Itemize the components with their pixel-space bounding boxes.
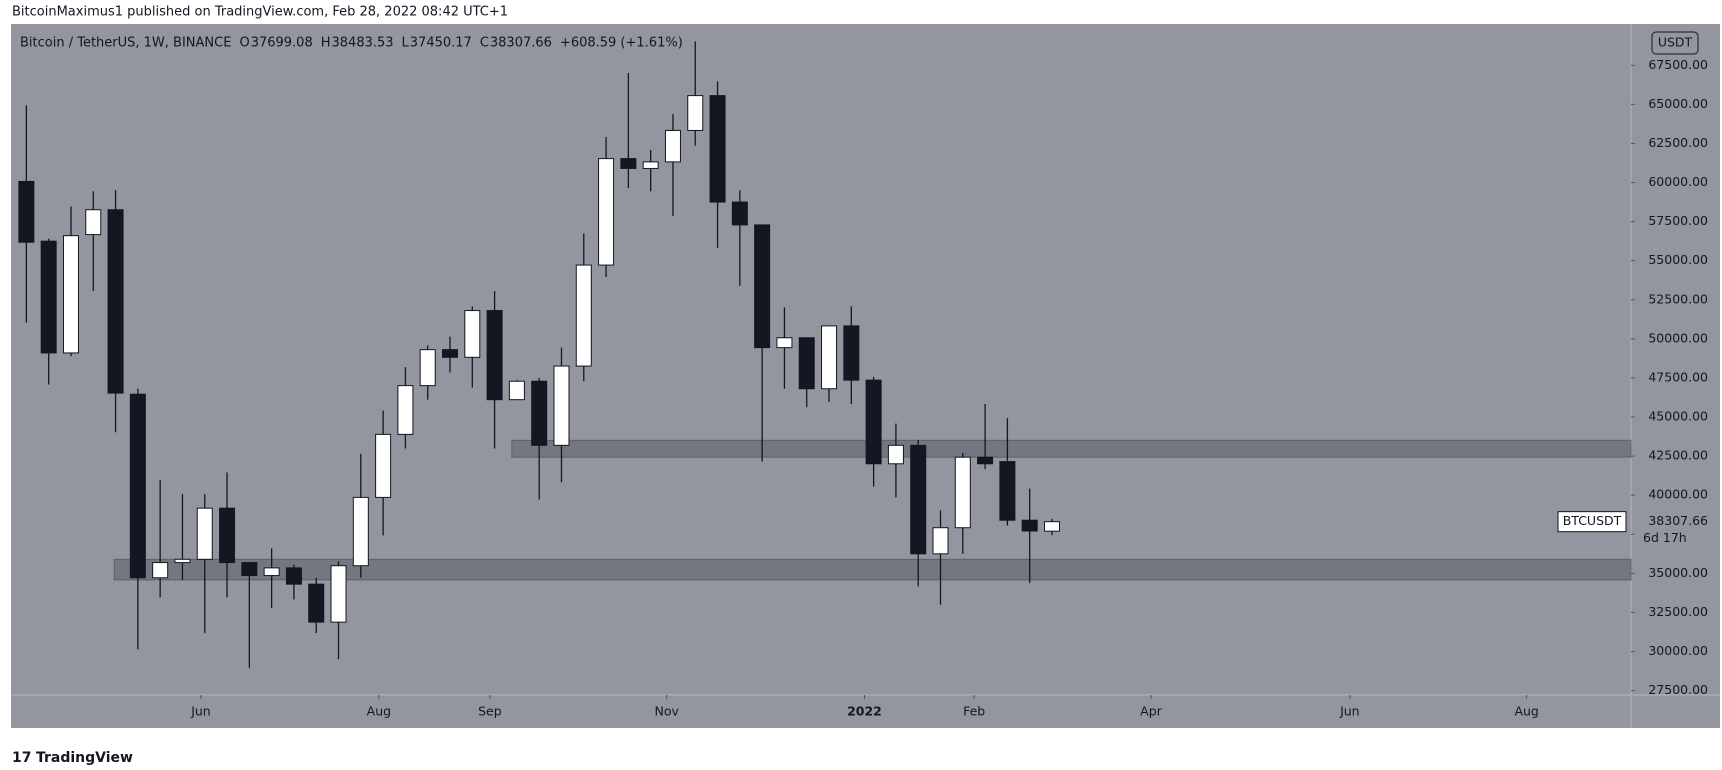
candle-body: [18, 180, 35, 243]
candle-body: [664, 129, 681, 163]
x-tick-label: Jun: [190, 704, 211, 719]
ohlc-label: O: [239, 36, 249, 51]
candle-body: [174, 558, 191, 564]
y-tick-label: 45000.00: [1648, 409, 1708, 424]
x-tick-label: Aug: [1514, 704, 1538, 719]
candle-body: [999, 461, 1016, 521]
ohlc-label: H: [321, 36, 331, 51]
candle-body: [687, 95, 704, 131]
candle-body: [419, 349, 436, 387]
zone: [511, 439, 1632, 458]
candle-body: [464, 310, 481, 358]
candle-body: [954, 456, 971, 529]
x-tick-label: 2022: [847, 704, 882, 719]
ohlc-value: 37699.08: [251, 36, 313, 51]
candle-body: [375, 433, 392, 498]
ohlc-label: C: [480, 36, 489, 51]
candle-body: [531, 380, 548, 446]
currency-button: [1651, 31, 1699, 55]
candle-body: [821, 325, 838, 390]
candle-body: [129, 393, 146, 579]
candle-body: [241, 562, 258, 577]
x-tick-label: Nov: [655, 704, 680, 719]
x-tick-label: Sep: [478, 704, 502, 719]
candle-body: [442, 349, 459, 358]
price-label: BTCUSDT: [1563, 513, 1622, 528]
candle-body: [508, 380, 525, 401]
candle-body: [107, 209, 124, 394]
ohlc-value: 37450.17: [410, 36, 472, 51]
footer-brand: TradingView: [36, 750, 133, 766]
last-price: 38307.66: [1648, 513, 1708, 528]
zone: [113, 558, 1632, 581]
y-tick-label: 65000.00: [1648, 96, 1708, 111]
candle-body: [40, 240, 57, 354]
symbol: Bitcoin / TetherUS, 1W, BINANCE: [20, 36, 231, 51]
candle-body: [887, 444, 904, 465]
candle-body: [352, 496, 369, 567]
candle-body: [620, 158, 637, 169]
y-tick-label: 55000.00: [1648, 252, 1708, 267]
candle-body: [1021, 519, 1038, 532]
currency: USDT: [1658, 35, 1693, 50]
candle-body: [263, 567, 280, 577]
footer-logo: 𝟭𝟳: [12, 750, 31, 766]
candle-body: [977, 456, 994, 465]
x-tick-label: Apr: [1140, 704, 1162, 719]
ohlc-value: 38307.66: [490, 36, 552, 51]
x-tick-label: Aug: [367, 704, 391, 719]
candle-body: [754, 224, 771, 349]
candle-body: [575, 264, 592, 367]
candle-body: [731, 201, 748, 226]
plot-area: [11, 24, 1631, 695]
price-label-box: [1557, 511, 1627, 533]
y-tick-label: 32500.00: [1648, 604, 1708, 619]
candle-body: [152, 562, 169, 579]
candle-body: [843, 325, 860, 381]
y-tick-label: 27500.00: [1648, 682, 1708, 697]
candle-body: [219, 507, 236, 564]
candle-body: [196, 507, 213, 560]
candle-body: [486, 310, 503, 401]
candle-body: [397, 385, 414, 435]
y-tick-label: 57500.00: [1648, 213, 1708, 228]
candle-body: [865, 379, 882, 465]
countdown: 6d 17h: [1643, 530, 1687, 545]
candle-body: [1043, 521, 1060, 532]
price-axis: [1631, 24, 1720, 728]
y-tick-label: 30000.00: [1648, 643, 1708, 658]
y-tick-label: 40000.00: [1648, 487, 1708, 502]
candle-body: [330, 565, 347, 623]
candle-body: [910, 444, 927, 555]
candle-body: [709, 95, 726, 203]
y-tick-label: 50000.00: [1648, 330, 1708, 345]
last-price-box: [1634, 511, 1714, 548]
candle-body: [776, 337, 793, 349]
x-tick-label: Jun: [1339, 704, 1360, 719]
candle-body: [598, 158, 615, 266]
y-tick-label: 35000.00: [1648, 565, 1708, 580]
ohlc-label: L: [402, 36, 410, 51]
ohlc-value: 38483.53: [332, 36, 394, 51]
candle-body: [85, 209, 102, 236]
candle-body: [553, 365, 570, 446]
y-tick-label: 47500.00: [1648, 369, 1708, 384]
candle-body: [62, 235, 79, 354]
time-axis: [11, 695, 1631, 728]
candle-body: [642, 161, 659, 169]
y-tick-label: 42500.00: [1648, 448, 1708, 463]
y-tick-label: 62500.00: [1648, 135, 1708, 150]
y-tick-label: 52500.00: [1648, 291, 1708, 306]
candle-body: [308, 583, 325, 623]
y-tick-label: 60000.00: [1648, 174, 1708, 189]
candle-body: [932, 527, 949, 555]
candle-body: [798, 337, 815, 390]
change: +608.59 (+1.61%): [560, 36, 683, 51]
publisher: BitcoinMaximus1 published on TradingView…: [12, 5, 508, 20]
y-tick-label: 67500.00: [1648, 57, 1708, 72]
candle-body: [285, 567, 302, 585]
x-tick-label: Feb: [963, 704, 985, 719]
